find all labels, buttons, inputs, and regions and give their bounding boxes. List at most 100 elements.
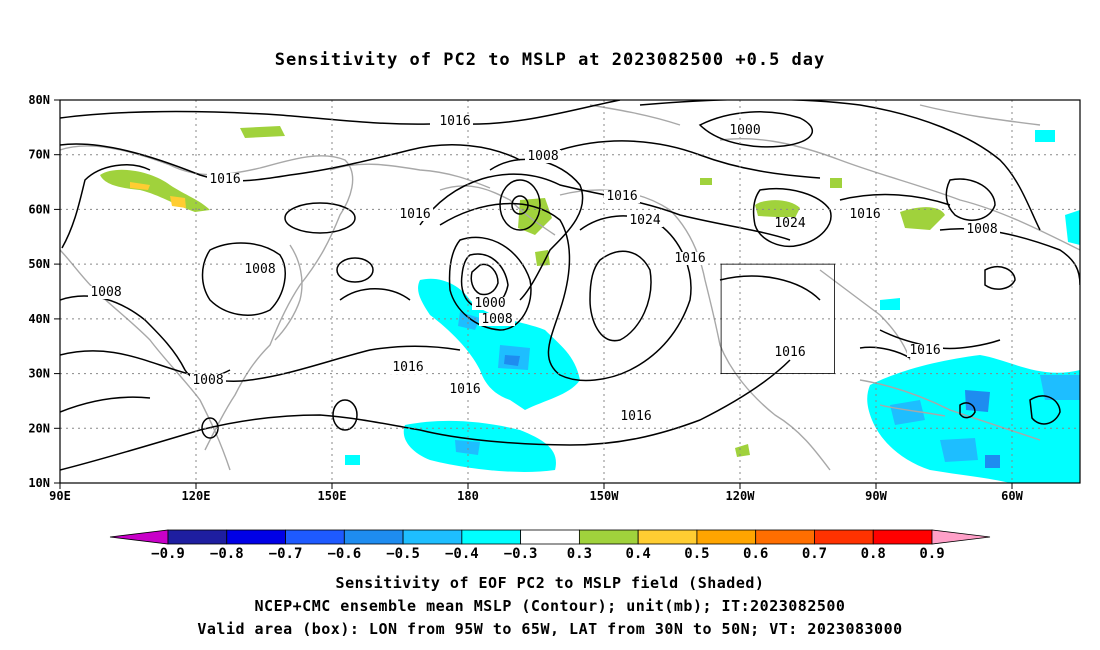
- colorbar: [109, 529, 991, 545]
- contour-label: 1008: [966, 222, 997, 237]
- colorbar-tick-label: 0.6: [743, 546, 768, 562]
- colorbar-segment: [637, 529, 698, 545]
- contour-label: 1016: [849, 207, 880, 222]
- lon-tick-label: 60W: [1001, 489, 1023, 503]
- colorbar-tick-label: 0.3: [567, 546, 592, 562]
- contour-label: 1016: [399, 207, 430, 222]
- contour-label-bg: [190, 374, 226, 387]
- colorbar-tick-label: −0.4: [445, 546, 479, 562]
- colorbar-segment: [814, 529, 874, 545]
- axis-ticks: [54, 99, 1013, 489]
- colorbar-segment: [872, 529, 933, 545]
- contour-label-bg: [525, 150, 561, 163]
- colorbar-tick-label: −0.5: [386, 546, 420, 562]
- colorbar-tick-label: 0.5: [684, 546, 709, 562]
- caption-line-1: Sensitivity of EOF PC2 to MSLP field (Sh…: [335, 574, 765, 592]
- caption-line-2: NCEP+CMC ensemble mean MSLP (Contour); u…: [254, 597, 846, 615]
- contour-label-bg: [472, 297, 508, 310]
- latitude-axis: 80N 70N 60N 50N 40N 30N 20N 10N: [28, 93, 50, 490]
- contour-labels: 1016 1016 1008 1016 1016 1024 1000 1024 1016 1016…: [88, 114, 1000, 424]
- lat-tick-label: 70N: [28, 148, 50, 162]
- colorbar-segment: [402, 529, 463, 545]
- contour-label: 1008: [90, 285, 121, 300]
- contour-label-bg: [964, 223, 1000, 236]
- contour-label-bg: [672, 252, 708, 265]
- lat-tick-label: 20N: [28, 421, 50, 435]
- colorbar-low-extend: [109, 529, 169, 545]
- colorbar-segment: [520, 529, 580, 545]
- colorbar-tick-label: 0.9: [919, 546, 944, 562]
- contour-label: 1024: [629, 213, 660, 228]
- colorbar-tick-label: 0.8: [861, 546, 886, 562]
- contour-label: 1008: [527, 149, 558, 164]
- lon-tick-label: 150E: [318, 489, 347, 503]
- lat-tick-label: 40N: [28, 312, 50, 326]
- lat-tick-label: 60N: [28, 202, 50, 216]
- colorbar-tick-label: −0.3: [504, 546, 538, 562]
- contour-label: 1008: [481, 312, 512, 327]
- graticule: [60, 100, 1080, 483]
- lat-tick-label: 50N: [28, 257, 50, 271]
- colorbar-segment: [755, 529, 815, 545]
- valid-area-box: [720, 263, 835, 374]
- colorbar-tick-label: −0.9: [151, 546, 185, 562]
- colorbar-ticks: −0.9 −0.8 −0.7 −0.6 −0.5 −0.4 −0.3 0.3 0.4 0.5 0.6…: [151, 546, 945, 562]
- contour-label: 1024: [774, 216, 805, 231]
- colorbar-segment: [578, 529, 639, 545]
- contour-label: 1016: [209, 172, 240, 187]
- contour-label: 1016: [439, 114, 470, 129]
- contour-label: 1008: [192, 373, 223, 388]
- colorbar-segment: [343, 529, 404, 545]
- contour-label-bg: [604, 190, 640, 203]
- contour-label-bg: [88, 286, 124, 299]
- colorbar-segment: [696, 529, 757, 545]
- contour-label-bg: [397, 208, 433, 221]
- lat-tick-label: 30N: [28, 367, 50, 381]
- contour-label-bg: [847, 208, 883, 221]
- contour-label-bg: [390, 361, 426, 374]
- map-title: Sensitivity of PC2 to MSLP at 2023082500…: [274, 50, 826, 70]
- contour-label-bg: [727, 124, 763, 137]
- lon-tick-label: 150W: [590, 489, 620, 503]
- contour-label-bg: [207, 173, 243, 186]
- colorbar-tick-label: −0.7: [269, 546, 303, 562]
- longitude-axis: 90E 120E 150E 180 150W 120W 90W 60W: [49, 489, 1023, 503]
- shading-negative: [345, 130, 1080, 483]
- colorbar-tick-label: −0.8: [210, 546, 244, 562]
- shading-positive: [100, 126, 945, 457]
- contour-label: 1000: [729, 123, 760, 138]
- colorbar-segment: [226, 529, 286, 545]
- contour-label-bg: [479, 313, 515, 326]
- mslp-contours: [60, 100, 1080, 471]
- contour-label-bg: [627, 214, 663, 227]
- contour-label: 1016: [620, 409, 651, 424]
- contour-label: 1008: [244, 262, 275, 277]
- colorbar-tick-label: −0.6: [327, 546, 361, 562]
- lon-tick-label: 120E: [182, 489, 211, 503]
- contour-label: 1016: [606, 189, 637, 204]
- colorbar-tick-label: 0.4: [626, 546, 651, 562]
- colorbar-segment: [285, 529, 345, 545]
- lon-tick-label: 90W: [865, 489, 887, 503]
- lat-tick-label: 80N: [28, 93, 50, 107]
- contour-label-bg: [907, 344, 943, 357]
- coastlines: [60, 104, 1080, 471]
- contour-label: 1016: [909, 343, 940, 358]
- colorbar-segment: [461, 529, 522, 545]
- colorbar-high-extend: [931, 529, 991, 545]
- colorbar-segment: [167, 529, 228, 545]
- contour-label-bg: [772, 217, 808, 230]
- contour-label: 1000: [474, 296, 505, 311]
- contour-label-bg: [618, 410, 654, 423]
- contour-label-bg: [772, 346, 808, 359]
- lon-tick-label: 180: [457, 489, 479, 503]
- caption-line-3: Valid area (box): LON from 95W to 65W, L…: [197, 620, 903, 638]
- contour-label: 1016: [449, 382, 480, 397]
- contour-label: 1016: [774, 345, 805, 360]
- colorbar-tick-label: 0.7: [802, 546, 827, 562]
- contour-label: 1016: [674, 251, 705, 266]
- lon-tick-label: 120W: [726, 489, 756, 503]
- lon-tick-label: 90E: [49, 489, 71, 503]
- contour-label-bg: [437, 115, 473, 128]
- contour-label-bg: [242, 263, 278, 276]
